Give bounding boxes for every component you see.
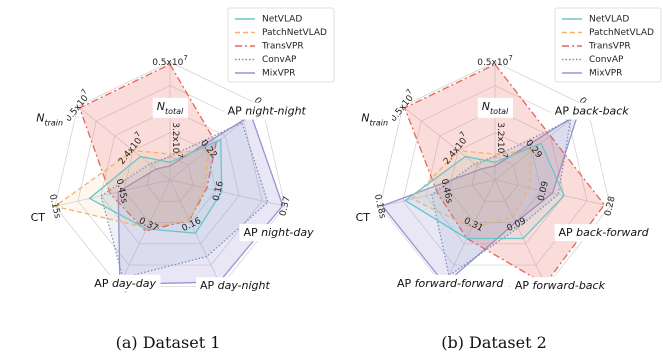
- axis-label-text: AP night-night: [228, 105, 307, 118]
- axis-label-box: [357, 109, 393, 130]
- axis-label-box: [32, 109, 68, 130]
- axis-spoke-n-train: [77, 106, 171, 181]
- legend-label-netvlad: NetVLAD: [262, 15, 302, 25]
- axis-label-box: [26, 208, 50, 226]
- axis-label-ct: CT: [26, 208, 50, 226]
- tick-label: 0.16: [212, 180, 226, 202]
- radar-series: [381, 63, 606, 286]
- radar-panel-dataset-2: 0.5x1070.290.710.090.280.090.280.310.730…: [351, 7, 662, 352]
- axis-label-ap-night-night: AP night-night: [223, 102, 311, 120]
- series-netvlad: [404, 142, 565, 240]
- radar-series: [53, 63, 284, 285]
- axis-label-box: [223, 102, 311, 120]
- axis-label-box: [90, 274, 161, 292]
- axis-spoke-ap-forward-back: [494, 179, 547, 287]
- series-patchnetvlad: [53, 148, 210, 229]
- panel-caption: (b) Dataset 2: [441, 333, 547, 352]
- grid-ring: [448, 132, 542, 223]
- legend-label-transvpr: TransVPR: [261, 42, 304, 52]
- axis-spoke-ap-forward-forward: [443, 179, 496, 287]
- legend-label-mixvpr: MixVPR: [589, 69, 622, 79]
- axis-label-text: AP day-day: [94, 277, 156, 290]
- axis-label-text: AP night-day: [243, 226, 314, 239]
- tick-label: 0.5x107: [152, 54, 188, 68]
- axis-label-text: AP back-forward: [558, 226, 649, 239]
- legend: NetVLAD PatchNetVLAD TransVPR ConvAP MixVPR: [554, 7, 662, 83]
- legend-label-patchnetvlad: PatchNetVLAD: [262, 28, 327, 38]
- axis-label-box: [477, 97, 514, 118]
- legend-label-patchnetvlad: PatchNetVLAD: [589, 28, 654, 38]
- axis-label-text: Ntrain: [361, 112, 388, 128]
- axis-label-text: AP forward-forward: [397, 277, 504, 290]
- axis-labels: Ntotal AP night-night AP night-day AP day-n…: [26, 97, 319, 295]
- grid-ring: [54, 61, 286, 287]
- grid-ring: [425, 108, 565, 245]
- legend-box: [227, 7, 335, 83]
- axis-label-text: Ntotal: [482, 100, 509, 116]
- series-netvlad: [88, 138, 223, 234]
- legend-label-mixvpr: MixVPR: [262, 69, 295, 79]
- series-transvpr: [403, 63, 606, 286]
- legend: NetVLAD PatchNetVLAD TransVPR ConvAP MixVPR: [227, 7, 335, 83]
- center-tick-label: 3.2x107: [171, 122, 185, 158]
- axis-label-box: [351, 208, 375, 226]
- axis-label-ap-day-night: AP day-night: [196, 277, 275, 295]
- panel-caption: (a) Dataset 1: [116, 333, 221, 352]
- grid-ring: [146, 156, 194, 202]
- axis-label-box: [554, 224, 654, 242]
- center-tick-label: 3.2x107: [496, 122, 510, 158]
- legend-label-netvlad: NetVLAD: [589, 15, 629, 25]
- axis-label-text: AP back-back: [555, 105, 630, 118]
- axis-label-n-total: Ntotal: [477, 97, 514, 118]
- axis-label-box: [550, 102, 634, 120]
- axis-label-box: [392, 274, 509, 292]
- axis-label-box: [510, 277, 610, 295]
- axis-labels: Ntotal AP back-back AP back-forward AP forw…: [351, 97, 654, 295]
- axis-label-ap-back-forward: AP back-forward: [554, 224, 654, 242]
- axis-spoke-ap-night-day: [169, 179, 286, 207]
- axis-label-text: Ntrain: [36, 112, 63, 128]
- axis-label-box: [196, 277, 275, 295]
- axis-label-n-total: Ntotal: [152, 97, 189, 118]
- axis-spoke-ap-day-day: [118, 179, 171, 287]
- axis-label-ap-day-day: AP day-day: [90, 274, 161, 292]
- grid-ring: [471, 156, 519, 202]
- axis-spoke-ct: [54, 179, 171, 207]
- legend-label-convap: ConvAP: [589, 55, 624, 65]
- radar-grid: [54, 61, 286, 287]
- legend-box: [554, 7, 662, 83]
- axis-label-box: [239, 224, 319, 242]
- legend-label-transvpr: TransVPR: [588, 42, 631, 52]
- tick-label: 0.37: [278, 195, 292, 217]
- axis-label-text: CT: [356, 211, 371, 224]
- axis-label-ap-night-day: AP night-day: [239, 224, 319, 242]
- grid-ring: [123, 132, 217, 223]
- axis-label-n-train: Ntrain: [32, 109, 68, 130]
- axis-label-text: CT: [31, 211, 46, 224]
- series-patchnetvlad: [411, 149, 533, 229]
- series-mixvpr: [381, 112, 580, 286]
- series-convap: [431, 118, 572, 277]
- grid-ring: [77, 85, 263, 266]
- axis-label-text: Ntotal: [157, 100, 184, 116]
- tick-label: 0.28: [603, 195, 617, 217]
- axis-label-box: [152, 97, 189, 118]
- axis-label-text: AP forward-back: [515, 279, 606, 292]
- grid-ring: [100, 108, 240, 245]
- axis-spoke-n-train: [402, 106, 496, 181]
- axis-label-text: AP day-night: [200, 279, 270, 292]
- radar-panel-dataset-1: 0.5x1070.220.450.160.370.160.390.370.720…: [26, 7, 335, 352]
- series-convap: [100, 121, 269, 279]
- axis-label-ap-forward-forward: AP forward-forward: [392, 274, 509, 292]
- tick-label: 0.09: [537, 180, 551, 202]
- axis-label-ap-forward-back: AP forward-back: [510, 277, 610, 295]
- axis-label-ct: CT: [351, 208, 375, 226]
- axis-label-n-train: Ntrain: [357, 109, 393, 130]
- tick-label: 0.5x107: [477, 54, 513, 68]
- axis-label-ap-back-back: AP back-back: [550, 102, 634, 120]
- legend-label-convap: ConvAP: [262, 55, 297, 65]
